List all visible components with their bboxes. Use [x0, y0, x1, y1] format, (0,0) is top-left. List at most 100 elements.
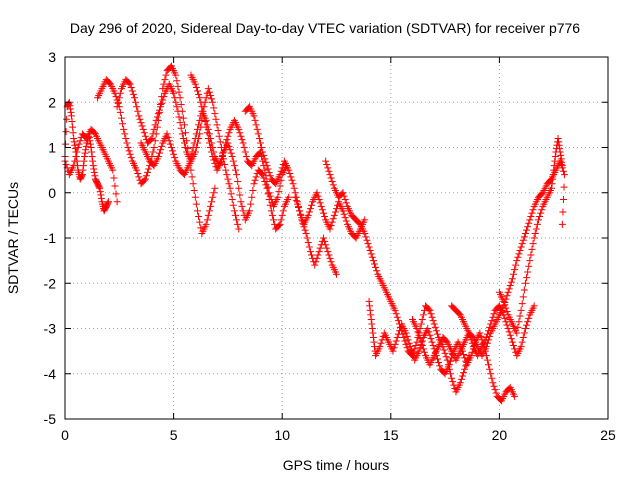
data-point — [414, 328, 422, 336]
data-point — [506, 331, 514, 339]
data-point — [234, 220, 242, 228]
data-point — [557, 151, 565, 159]
data-point — [193, 207, 201, 215]
data-point — [97, 191, 105, 199]
data-point — [195, 90, 203, 98]
data-point — [205, 139, 213, 147]
data-point — [329, 215, 337, 223]
data-point — [236, 129, 244, 137]
data-point — [70, 134, 78, 142]
data-point — [340, 192, 348, 200]
data-point — [116, 89, 124, 97]
data-point — [412, 341, 420, 349]
data-point — [318, 206, 326, 214]
data-point — [132, 98, 140, 106]
data-point — [488, 317, 496, 325]
data-point — [81, 149, 89, 157]
data-point — [239, 207, 247, 215]
data-point — [190, 139, 198, 147]
data-point — [314, 251, 322, 259]
data-point — [182, 144, 190, 151]
data-point — [196, 116, 204, 124]
data-point — [361, 229, 369, 237]
data-point — [394, 330, 402, 338]
data-point — [182, 129, 190, 137]
data-point — [306, 248, 314, 256]
data-point — [176, 119, 184, 127]
data-point — [526, 257, 534, 265]
data-point — [391, 306, 399, 314]
data-point — [141, 132, 149, 140]
data-point — [534, 216, 542, 224]
data-point — [294, 203, 302, 211]
data-point — [235, 225, 243, 233]
data-point — [204, 211, 212, 219]
data-point — [224, 132, 232, 140]
data-point — [229, 201, 237, 209]
data-point — [154, 153, 162, 161]
data-point — [259, 148, 267, 156]
data-point — [232, 211, 240, 219]
data-point — [367, 315, 375, 323]
data-point — [433, 355, 441, 363]
data-point — [138, 122, 146, 130]
data-point — [207, 144, 215, 151]
data-point — [193, 87, 201, 95]
data-point — [428, 338, 436, 346]
data-point — [198, 103, 206, 111]
data-point — [550, 162, 558, 170]
data-point — [417, 320, 425, 328]
data-point — [426, 306, 434, 314]
data-point — [369, 329, 377, 337]
data-point — [175, 88, 183, 96]
data-point — [325, 167, 333, 175]
data-point — [429, 317, 437, 325]
data-point — [180, 139, 188, 147]
data-point — [277, 216, 285, 224]
data-point — [517, 306, 525, 314]
data-point — [501, 301, 509, 309]
data-point — [173, 77, 181, 85]
data-point — [467, 336, 475, 344]
data-point — [518, 338, 526, 346]
data-point — [319, 234, 327, 242]
data-point — [255, 134, 263, 142]
data-point — [364, 240, 372, 248]
data-point — [191, 80, 199, 88]
data-point — [112, 190, 120, 198]
data-point — [503, 292, 511, 300]
data-point — [303, 234, 311, 242]
data-point — [537, 209, 545, 217]
data-point — [252, 121, 260, 129]
data-point — [500, 297, 508, 305]
data-point — [114, 98, 122, 106]
x-tick-label: 20 — [492, 427, 508, 443]
data-point — [325, 251, 333, 259]
data-point — [512, 261, 520, 269]
data-point — [104, 198, 112, 206]
data-point — [192, 130, 200, 138]
data-point — [90, 168, 98, 176]
data-point — [418, 341, 426, 349]
data-point — [394, 317, 402, 325]
data-point — [134, 170, 142, 178]
data-point — [427, 335, 435, 343]
data-point — [66, 102, 74, 110]
data-point — [90, 165, 98, 173]
data-point — [149, 130, 157, 138]
data-point — [69, 129, 77, 137]
data-point — [327, 222, 335, 230]
data-point — [128, 87, 136, 95]
data-point — [262, 158, 270, 166]
data-point — [554, 134, 562, 142]
data-point — [239, 139, 247, 147]
data-point — [261, 155, 269, 163]
data-point — [129, 90, 137, 98]
data-point — [270, 216, 278, 224]
data-point — [521, 279, 529, 287]
data-point — [326, 225, 334, 233]
data-point — [258, 170, 266, 178]
data-point — [370, 338, 378, 346]
data-point — [230, 162, 238, 170]
grid-layer — [65, 57, 608, 419]
